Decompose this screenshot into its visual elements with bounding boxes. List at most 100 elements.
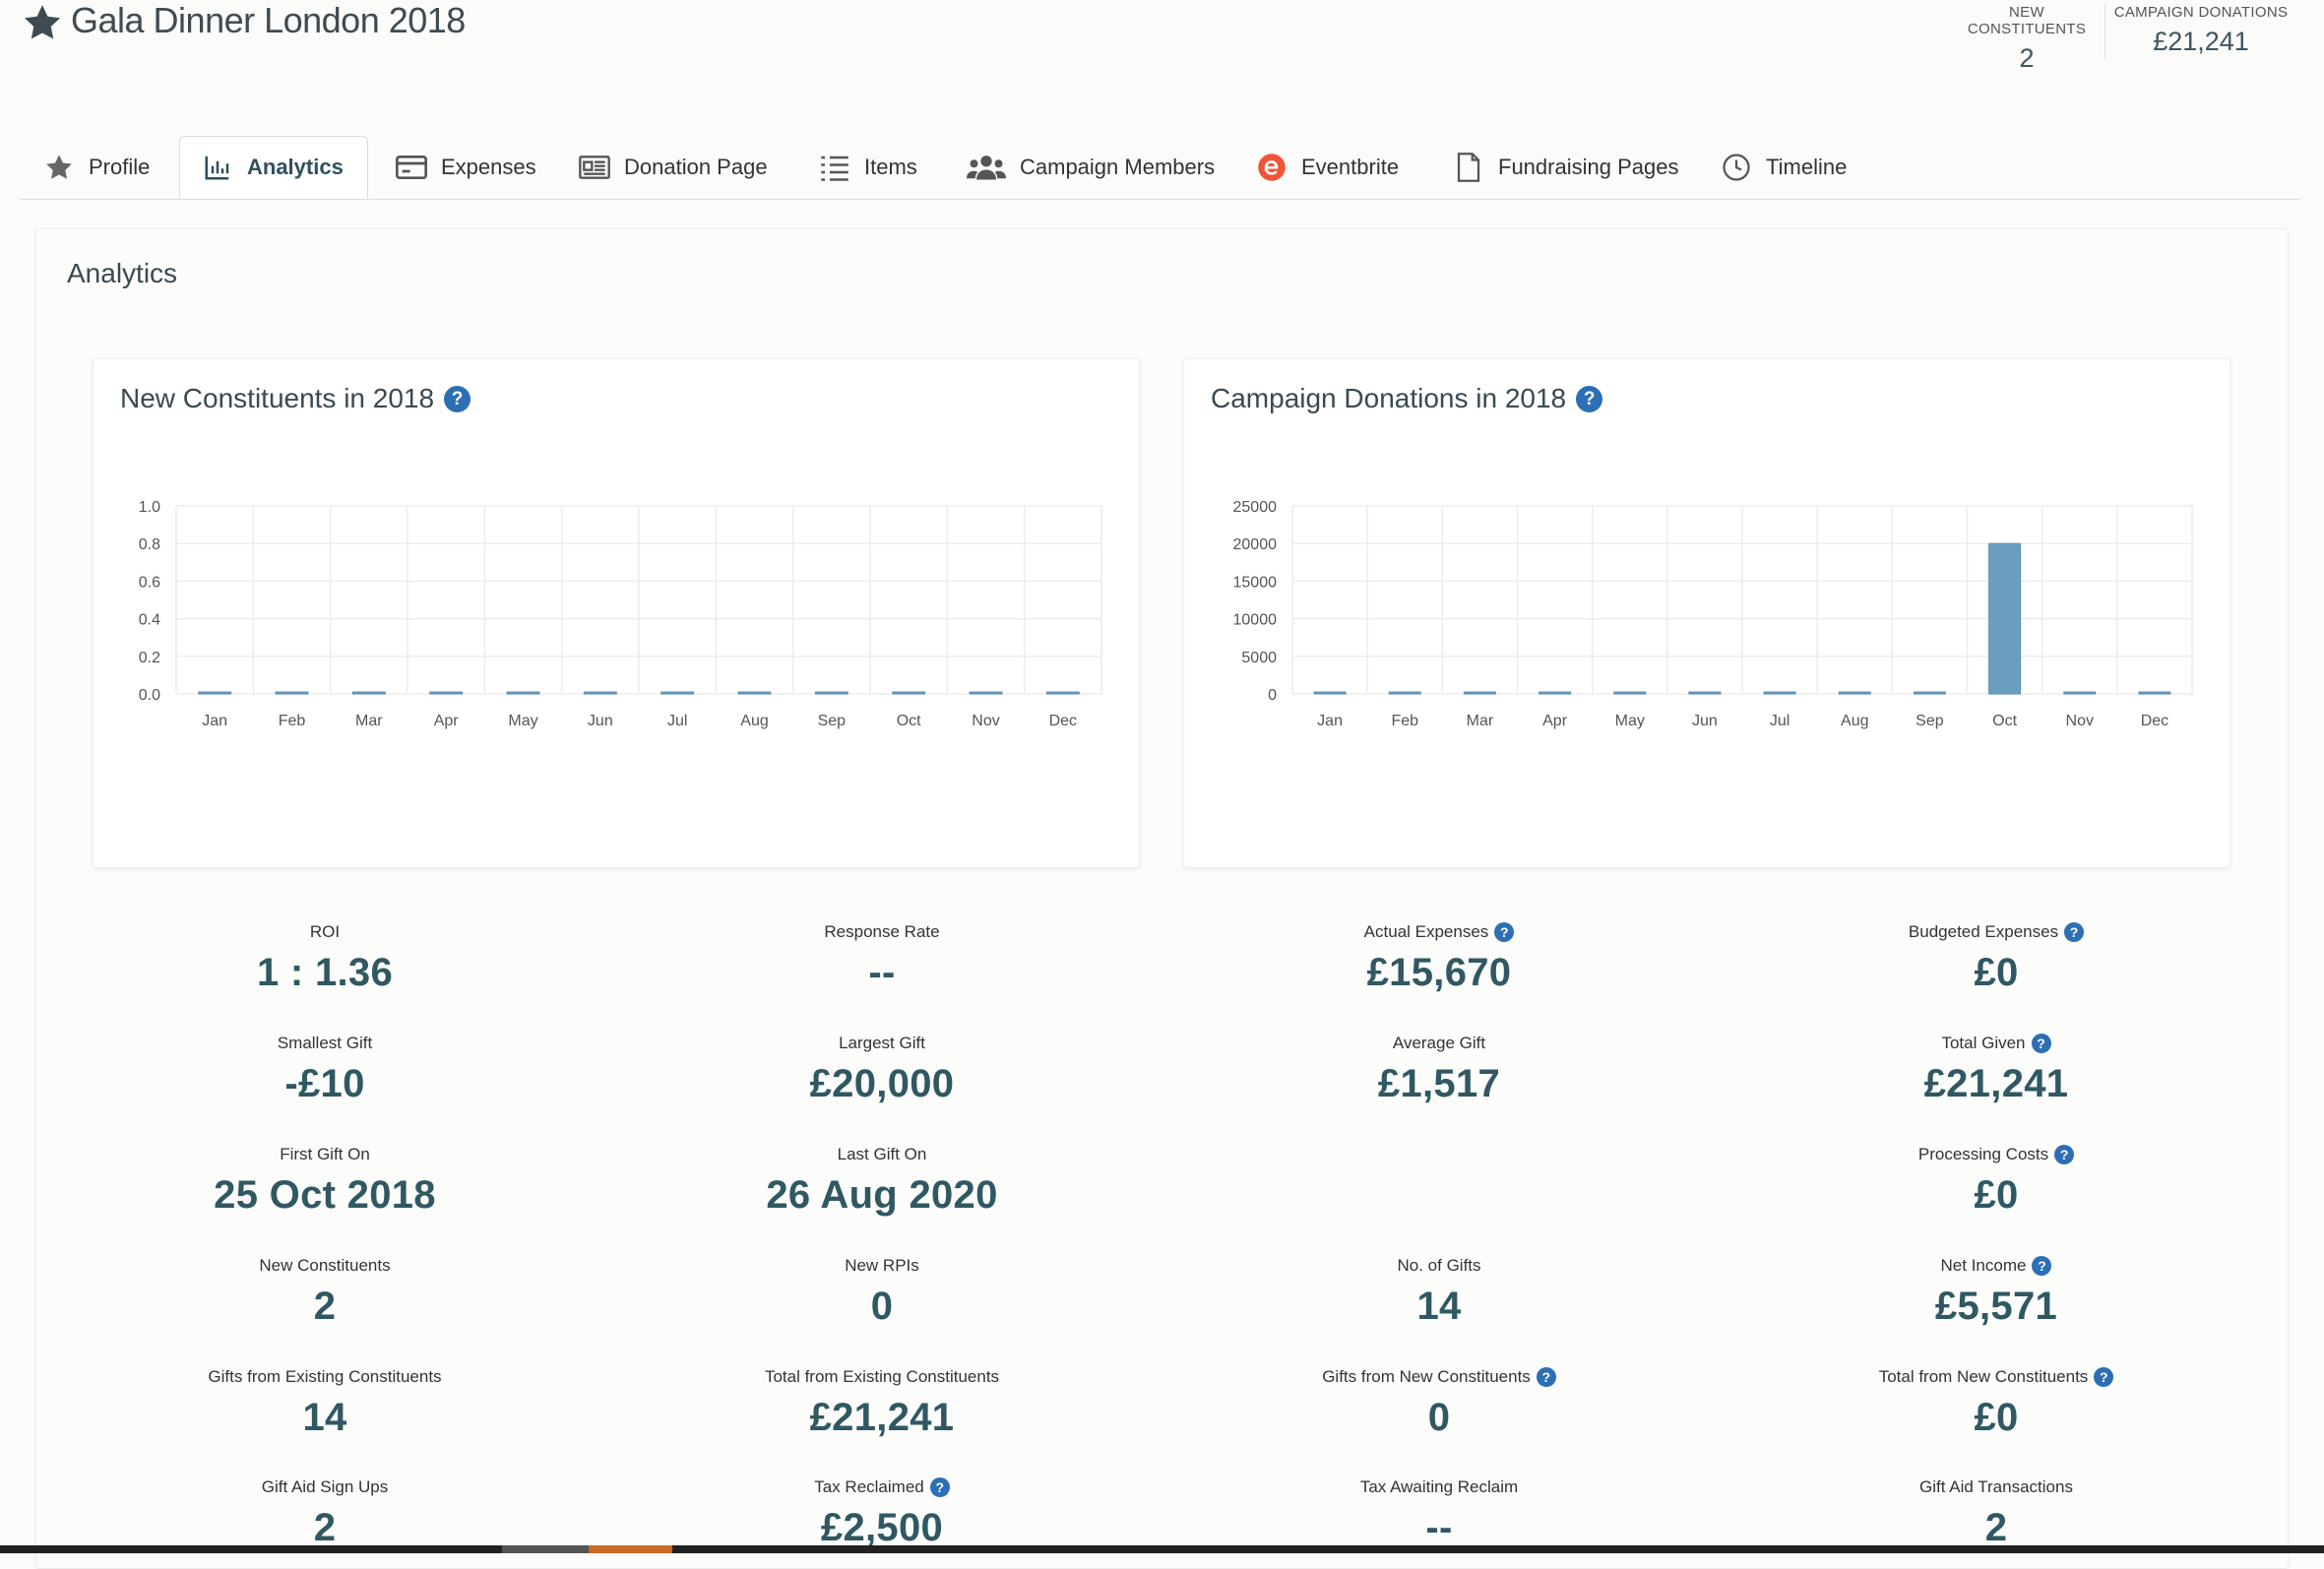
- tab-profile[interactable]: Profile: [43, 136, 150, 199]
- bar: [1988, 542, 2022, 695]
- metric-value: 2: [313, 1506, 337, 1549]
- x-tick-label: Feb: [1391, 713, 1418, 729]
- metric-response-rate: Response Rate --: [626, 921, 1138, 995]
- metric-value: £5,571: [1934, 1285, 2058, 1328]
- scrollbar-segment: [589, 1545, 672, 1553]
- tab-expenses[interactable]: Expenses: [396, 136, 536, 199]
- help-icon[interactable]: ?: [1576, 385, 1603, 412]
- card-icon: [396, 152, 427, 183]
- bar: [198, 691, 232, 695]
- chart-title-text: New Constituents in 2018: [120, 383, 435, 413]
- metric-no-of-gifts: No. of Gifts 14: [1183, 1255, 1695, 1329]
- metric-label: Budgeted Expenses?: [1740, 921, 2252, 943]
- metric-label: Tax Reclaimed?: [626, 1476, 1138, 1498]
- tab-label: Profile: [89, 155, 151, 179]
- metric-label: Largest Gift: [626, 1033, 1138, 1054]
- metric-label-text: Net Income: [1940, 1256, 2027, 1275]
- bar: [1045, 691, 1080, 695]
- metric-gift-aid-transactions: Gift Aid Transactions 2: [1740, 1476, 2252, 1550]
- metric-label: ROI: [69, 921, 581, 943]
- tab-label: Campaign Members: [1020, 155, 1216, 179]
- metric-value: 14: [1416, 1285, 1462, 1328]
- x-tick-label: Mar: [1467, 713, 1494, 729]
- bar: [660, 691, 695, 695]
- metric-label: No. of Gifts: [1183, 1255, 1695, 1277]
- help-icon[interactable]: ?: [2032, 1256, 2052, 1276]
- metric-label-text: Processing Costs: [1917, 1145, 2049, 1163]
- tab-eventbrite[interactable]: Eventbrite: [1256, 136, 1399, 199]
- y-tick-label: 15000: [1233, 574, 1278, 591]
- tab-timeline[interactable]: Timeline: [1721, 136, 1847, 199]
- bar: [1688, 691, 1722, 695]
- metric-smallest-gift: Smallest Gift -£10: [69, 1033, 581, 1106]
- new-constituents-chart-card: New Constituents in 2018 ? 0.0 0.2 0.4 0.6 0…: [93, 358, 1140, 868]
- metric-gifts-from-existing-constituents: Gifts from Existing Constituents 14: [69, 1366, 581, 1440]
- help-icon[interactable]: ?: [1494, 922, 1515, 942]
- x-tick-label: Nov: [972, 713, 999, 729]
- metric-label: New RPIs: [626, 1255, 1138, 1277]
- tab-bar: Profile Analytics Expenses Donation Page: [20, 136, 2300, 200]
- help-icon[interactable]: ?: [2064, 922, 2085, 942]
- metric-label-text: Total Given: [1941, 1034, 2026, 1052]
- metric-label-text: Total from New Constituents: [1878, 1367, 2089, 1386]
- help-icon[interactable]: ?: [2094, 1367, 2114, 1387]
- metric-value: £1,517: [1377, 1062, 1501, 1105]
- metric-value: 0: [870, 1285, 894, 1328]
- metric-total-from-new-constituents: Total from New Constituents? £0: [1740, 1366, 2252, 1440]
- help-icon[interactable]: ?: [2031, 1034, 2051, 1053]
- new-constituents-value: 2: [2019, 43, 2035, 73]
- metric-first-gift-on: First Gift On 25 Oct 2018: [69, 1144, 581, 1218]
- metric-average-gift: Average Gift £1,517: [1183, 1033, 1695, 1106]
- metric-new-constituents: New Constituents 2: [69, 1255, 581, 1329]
- metric-value: 25 Oct 2018: [214, 1173, 436, 1217]
- x-tick-label: Jul: [1770, 713, 1790, 729]
- help-icon[interactable]: ?: [929, 1477, 950, 1497]
- campaign-donations-value: £21,241: [2153, 27, 2249, 56]
- campaign-donations-label: CAMPAIGN DONATIONS: [2113, 4, 2289, 21]
- metric-label-text: Gifts from Existing Constituents: [208, 1367, 442, 1386]
- metric-label-text: Total from Existing Constituents: [764, 1367, 1000, 1386]
- help-icon[interactable]: ?: [444, 385, 471, 412]
- metric-net-income: Net Income? £5,571: [1740, 1255, 2252, 1329]
- x-tick-label: May: [508, 713, 537, 729]
- x-tick-label: Jun: [1692, 713, 1718, 729]
- tab-donation-page[interactable]: Donation Page: [579, 136, 768, 199]
- metric-value: --: [868, 951, 896, 994]
- bottom-scrollbar[interactable]: [0, 1545, 2324, 1553]
- metric-label: First Gift On: [69, 1144, 581, 1165]
- metric-label: Total from Existing Constituents: [626, 1366, 1138, 1388]
- stat-divider: [2104, 4, 2105, 59]
- tab-analytics[interactable]: Analytics: [179, 136, 368, 199]
- metric-label-text: Average Gift: [1392, 1034, 1486, 1052]
- star-icon: [24, 5, 61, 39]
- tab-campaign-members[interactable]: Campaign Members: [967, 136, 1215, 199]
- metric-label: Gift Aid Transactions: [1740, 1476, 2252, 1498]
- x-tick-label: Dec: [2141, 713, 2168, 729]
- metric-label-text: Budgeted Expenses: [1908, 922, 2059, 941]
- bar: [583, 691, 617, 695]
- metric-label-text: Tax Reclaimed: [814, 1477, 924, 1496]
- metric-label-text: Actual Expenses: [1363, 922, 1489, 941]
- tab-fundraising-pages[interactable]: Fundraising Pages: [1453, 136, 1678, 199]
- metric-value: £2,500: [820, 1506, 944, 1549]
- metric-value: 2: [1984, 1506, 2008, 1549]
- tab-items[interactable]: Items: [819, 136, 917, 199]
- help-icon[interactable]: ?: [2054, 1145, 2075, 1164]
- tab-label: Analytics: [247, 155, 344, 179]
- tab-label: Eventbrite: [1301, 155, 1400, 179]
- x-tick-label: Aug: [740, 713, 768, 729]
- metric-value: 26 Aug 2020: [766, 1173, 998, 1217]
- y-tick-label: 25000: [1233, 499, 1278, 516]
- bar-chart-icon: [202, 152, 233, 183]
- bar: [1463, 691, 1496, 695]
- bar: [1313, 691, 1347, 695]
- metric-new-rpis: New RPIs 0: [626, 1255, 1138, 1329]
- metric-value: 0: [1427, 1396, 1451, 1439]
- metric-label-text: No. of Gifts: [1397, 1256, 1481, 1275]
- help-icon[interactable]: ?: [1536, 1367, 1556, 1387]
- metric-tax-reclaimed: Tax Reclaimed? £2,500: [626, 1476, 1138, 1550]
- metric-actual-expenses: Actual Expenses? £15,670: [1183, 921, 1695, 995]
- chart-title: New Constituents in 2018 ?: [120, 383, 471, 414]
- metric-label-text: Gifts from New Constituents: [1322, 1367, 1531, 1386]
- x-tick-label: Nov: [2066, 713, 2094, 729]
